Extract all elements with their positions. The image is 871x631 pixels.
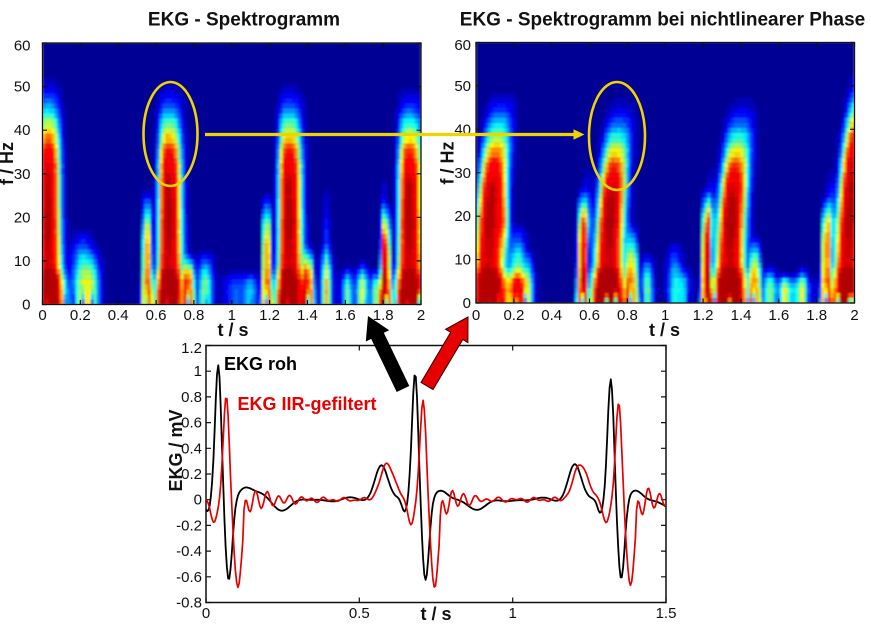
svg-text:0.4: 0.4 (181, 440, 202, 457)
svg-text:1.4: 1.4 (297, 307, 318, 324)
svg-text:30: 30 (14, 166, 31, 183)
svg-text:1.2: 1.2 (259, 307, 280, 324)
svg-text:1.2: 1.2 (181, 340, 202, 357)
svg-text:EKG - Spektrogramm bei nichtl: EKG - Spektrogramm bei nichtlinearer Pha… (460, 10, 865, 31)
svg-text:0.8: 0.8 (183, 307, 204, 324)
svg-text:2: 2 (417, 307, 425, 324)
svg-text:0: 0 (22, 297, 30, 314)
svg-text:40: 40 (14, 122, 31, 139)
svg-text:f / Hz: f / Hz (438, 142, 458, 185)
svg-text:1.4: 1.4 (731, 307, 752, 324)
svg-text:0: 0 (472, 307, 480, 324)
svg-text:60: 60 (454, 37, 471, 54)
svg-text:0.4: 0.4 (541, 307, 562, 324)
svg-text:50: 50 (14, 79, 31, 96)
svg-text:1: 1 (194, 363, 202, 380)
svg-text:-0.4: -0.4 (176, 543, 202, 560)
svg-text:1: 1 (661, 307, 669, 324)
svg-text:0: 0 (202, 605, 210, 622)
svg-text:EKG roh: EKG roh (224, 354, 297, 374)
svg-text:EKG IIR-gefiltert: EKG IIR-gefiltert (238, 394, 377, 414)
svg-text:50: 50 (454, 78, 471, 95)
svg-text:1.6: 1.6 (768, 307, 789, 324)
svg-text:0.6: 0.6 (146, 307, 167, 324)
svg-text:0.2: 0.2 (181, 466, 202, 483)
svg-text:0.6: 0.6 (579, 307, 600, 324)
svg-text:1: 1 (509, 605, 517, 622)
svg-text:f / Hz: f / Hz (0, 142, 17, 185)
svg-text:0: 0 (463, 295, 471, 312)
svg-text:-0.6: -0.6 (176, 569, 202, 586)
svg-text:t / s: t / s (420, 604, 451, 624)
svg-text:-0.8: -0.8 (176, 595, 202, 612)
svg-text:10: 10 (14, 253, 31, 270)
svg-text:EKG / mV: EKG / mV (166, 409, 186, 491)
svg-text:0: 0 (38, 307, 46, 324)
svg-text:0.8: 0.8 (617, 307, 638, 324)
svg-text:0.5: 0.5 (349, 605, 370, 622)
svg-text:0.2: 0.2 (70, 307, 91, 324)
svg-text:0.6: 0.6 (181, 415, 202, 432)
svg-text:1.5: 1.5 (656, 605, 677, 622)
svg-text:30: 30 (454, 165, 471, 182)
svg-text:t / s: t / s (217, 320, 248, 340)
svg-text:0: 0 (194, 492, 202, 509)
svg-text:0.4: 0.4 (108, 307, 129, 324)
svg-text:1.6: 1.6 (335, 307, 356, 324)
svg-text:0.8: 0.8 (181, 389, 202, 406)
svg-text:1.8: 1.8 (806, 307, 827, 324)
svg-text:-0.2: -0.2 (176, 517, 202, 534)
svg-text:10: 10 (454, 252, 471, 269)
svg-text:1: 1 (228, 307, 236, 324)
svg-text:20: 20 (454, 208, 471, 225)
svg-text:60: 60 (14, 38, 31, 55)
svg-text:2: 2 (850, 307, 858, 324)
svg-text:EKG - Spektrogramm: EKG - Spektrogramm (148, 10, 340, 31)
svg-text:0.2: 0.2 (503, 307, 524, 324)
svg-text:1.8: 1.8 (373, 307, 394, 324)
svg-text:t / s: t / s (649, 320, 680, 340)
svg-text:20: 20 (14, 209, 31, 226)
svg-text:1.2: 1.2 (693, 307, 714, 324)
